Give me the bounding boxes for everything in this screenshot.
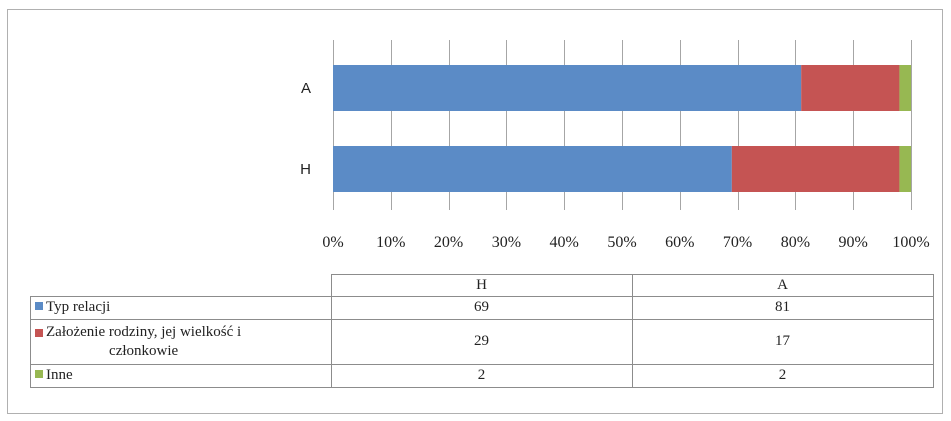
- row-label: Typ relacji: [30, 295, 332, 320]
- table-cell: 17: [631, 318, 934, 365]
- x-tick-label: 20%: [434, 234, 463, 251]
- category-label: A: [301, 80, 311, 97]
- table-cell: 29: [330, 318, 633, 365]
- table-row: Założenie rodziny, jej wielkość i członk…: [30, 318, 934, 365]
- row-label: Inne: [30, 363, 332, 388]
- x-tick-label: 90%: [839, 234, 868, 251]
- bar-segment: [801, 65, 900, 111]
- x-tick-label: 50%: [607, 234, 636, 251]
- legend-swatch-inne: [35, 370, 43, 378]
- table-row: Inne 2 2: [30, 363, 934, 388]
- bar-segment: [333, 146, 732, 192]
- bar-segment: [731, 146, 900, 192]
- column-header-a: A: [631, 274, 934, 297]
- table-row: Typ relacji 69 81: [30, 295, 934, 320]
- category-label: H: [300, 161, 311, 178]
- x-tick-label: 100%: [892, 234, 929, 251]
- x-tick-label: 80%: [781, 234, 810, 251]
- x-tick-label: 70%: [723, 234, 752, 251]
- row-label-text: Typ relacji: [46, 299, 111, 315]
- table-cell: 2: [631, 363, 934, 388]
- legend-swatch-typ-relacji: [35, 302, 43, 310]
- x-tick-label: 60%: [665, 234, 694, 251]
- table-cell: 69: [330, 295, 633, 320]
- table-cell: 2: [330, 363, 633, 388]
- row-label-text: Inne: [46, 367, 73, 383]
- row-label: Założenie rodziny, jej wielkość i członk…: [30, 318, 332, 365]
- data-table: H A Typ relacji 69 81 Założenie rodziny,…: [30, 274, 934, 388]
- row-label-line: członkowie: [109, 342, 179, 359]
- column-header-h: H: [330, 274, 633, 297]
- bar-segment: [899, 65, 911, 111]
- x-tick-label: 40%: [550, 234, 579, 251]
- x-tick-label: 30%: [492, 234, 521, 251]
- bar-segment: [899, 146, 911, 192]
- row-label-line: Założenie rodziny, jej wielkość i: [46, 323, 242, 340]
- x-tick-label: 10%: [376, 234, 405, 251]
- legend-swatch-zalozenie-rodziny: [35, 328, 43, 337]
- stacked-bar-chart: H A 0% 10% 20% 30% 40% 50% 60% 70% 80% 90% 100%: [300, 40, 930, 251]
- bar-segment: [333, 65, 802, 111]
- table-header-row: H A: [30, 274, 934, 297]
- table-cell: 81: [631, 295, 934, 320]
- x-tick-label: 0%: [322, 234, 343, 251]
